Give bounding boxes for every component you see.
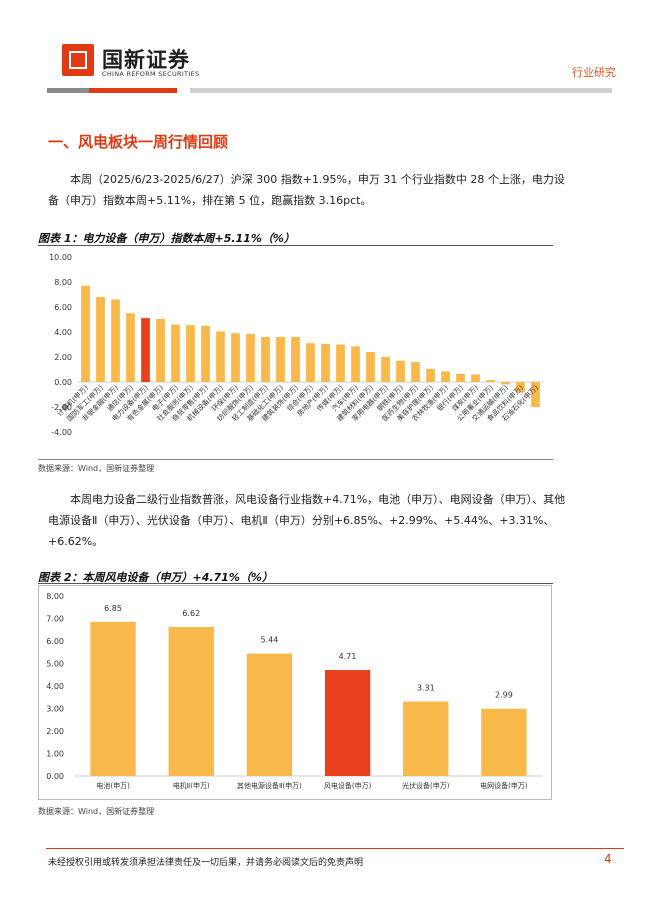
bar (396, 360, 405, 382)
paragraph-text: 本周电力设备二级行业指数普涨，风电设备行业指数+4.71%，电池（申万）、电网设… (48, 493, 566, 548)
report-type-label: 行业研究 (572, 66, 616, 79)
bar (366, 352, 375, 382)
bar (351, 346, 360, 382)
figure2-title: 图表 2：本周风电设备（申万）+4.71%（%） (38, 571, 273, 584)
bar (96, 297, 105, 382)
x-tick-label: 电池(申万) (96, 781, 130, 790)
logo-name-cn: 国新证券 (102, 48, 190, 72)
header-divider-gray (47, 88, 89, 93)
bar (441, 371, 450, 383)
y-tick-label: 0.00 (54, 378, 72, 387)
y-tick-label: 7.00 (46, 615, 64, 624)
figure2-bar-chart: 8.00 7.00 6.00 5.00 4.00 3.00 2.00 1.00 0.00 6.85… (46, 592, 543, 790)
logo-mark-icon (62, 44, 94, 76)
y-tick-label: 6.00 (46, 637, 64, 646)
data-label: 2.99 (495, 691, 513, 700)
bar (276, 337, 285, 382)
bar (171, 324, 180, 382)
y-tick-label: 4.00 (46, 682, 64, 691)
y-tick-label: 10.00 (49, 253, 72, 262)
x-tick-label: 光伏设备(申万) (402, 781, 450, 790)
bar (531, 382, 540, 407)
bar (126, 313, 135, 382)
bar (321, 343, 330, 383)
y-tick-label: 4.00 (54, 328, 72, 337)
bar (168, 627, 214, 776)
bar (186, 325, 195, 383)
sector-paragraph: 本周电力设备二级行业指数普涨，风电设备行业指数+4.71%，电池（申万）、电网设… (48, 489, 568, 552)
bar (411, 362, 420, 382)
y-tick-label: 1.00 (46, 750, 64, 759)
x-tick-label: 电网设备(申万) (480, 781, 528, 790)
header-divider-light (190, 88, 612, 93)
bar (111, 299, 120, 382)
bar (141, 318, 150, 383)
y-tick-label: 2.00 (54, 353, 72, 362)
figure1-title: 图表 1：电力设备（申万）指数本周+5.11%（%） (38, 232, 295, 245)
company-logo: 国新证券 CHINA REFORM SECURITIES (62, 44, 212, 80)
y-tick-label: -4.00 (51, 428, 72, 437)
y-tick-label: 6.00 (54, 303, 72, 312)
bar (481, 708, 527, 776)
footer-rule (46, 848, 624, 849)
bar (246, 653, 293, 776)
y-tick-label: -2.00 (51, 403, 72, 412)
bar (501, 382, 510, 385)
data-label: 6.62 (182, 609, 200, 618)
data-label: 4.71 (339, 652, 357, 661)
bar (381, 357, 390, 382)
x-tick-label: 电机Ⅱ(申万) (173, 781, 210, 790)
y-tick-label: 8.00 (46, 592, 64, 601)
figure1-source: 数据来源：Wind，国新证券整理 (38, 464, 155, 473)
x-tick-label: 其他电源设备Ⅱ(申万) (237, 781, 302, 790)
y-tick-label: 2.00 (46, 727, 64, 736)
y-tick-label: 5.00 (46, 660, 64, 669)
bar (456, 373, 465, 382)
figure1-top-rule (38, 245, 553, 246)
figure2-frame (38, 585, 552, 800)
bar (246, 333, 255, 382)
figure1-bar-chart: 10.008.006.004.002.000.00-2.00-4.00计算机(申… (49, 253, 543, 437)
bar (336, 344, 345, 382)
y-tick-label: 3.00 (46, 705, 64, 714)
bar (516, 382, 525, 393)
data-label: 5.44 (261, 636, 279, 645)
header-divider-red (89, 88, 177, 93)
y-tick-label: 0.00 (46, 772, 64, 781)
bar (486, 380, 495, 383)
section-title: 一、风电板块一周行情回顾 (48, 133, 229, 151)
bar (426, 368, 435, 382)
bar (403, 701, 449, 776)
bar (324, 670, 371, 776)
footer-disclaimer: 未经授权引用或转发须承担法律责任及一切后果，并请务必阅读文后的免责声明 (48, 858, 364, 868)
page-number: 4 (604, 852, 612, 866)
logo-name-en: CHINA REFORM SECURITIES (102, 70, 200, 78)
bar (216, 331, 225, 383)
figure1-bottom-rule (38, 459, 553, 460)
intro-paragraph: 本周（2025/6/23-2025/6/27）沪深 300 指数+1.95%，申… (48, 169, 568, 211)
figure2-source: 数据来源：Wind，国新证券整理 (38, 807, 155, 816)
bar (231, 333, 240, 382)
bar (261, 337, 270, 382)
paragraph-text: 本周（2025/6/23-2025/6/27）沪深 300 指数+1.95%，申… (48, 173, 565, 207)
bar (90, 621, 136, 777)
bar (156, 318, 165, 383)
data-label: 6.85 (104, 604, 122, 613)
bar (306, 343, 315, 382)
figure2-top-rule (38, 583, 553, 584)
data-label: 3.31 (417, 684, 435, 693)
bar (201, 325, 210, 382)
bar (471, 374, 480, 382)
bar (81, 285, 90, 382)
y-tick-label: 8.00 (54, 278, 72, 287)
x-tick-label: 风电设备(申万) (324, 781, 372, 790)
bar (291, 337, 300, 382)
